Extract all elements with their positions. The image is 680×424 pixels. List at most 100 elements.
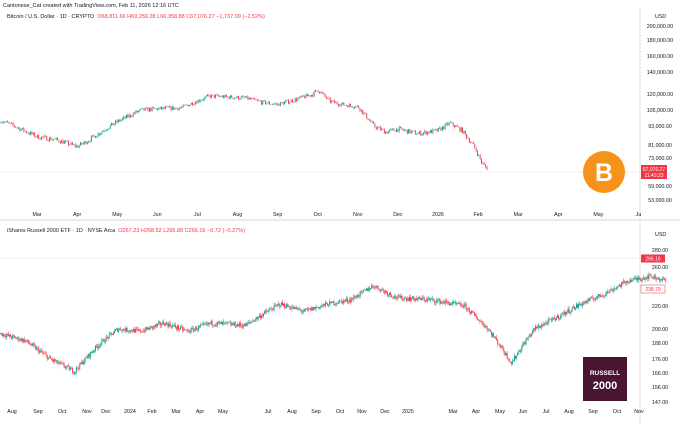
candle-body	[633, 277, 635, 279]
candle-body	[223, 95, 225, 98]
candle-body	[649, 274, 651, 276]
candle-body	[539, 325, 541, 328]
candle-body	[290, 99, 292, 103]
candle-body	[144, 330, 146, 332]
candle-body	[43, 353, 45, 354]
candle-body	[513, 360, 514, 362]
candle-body	[635, 277, 637, 280]
candle-body	[578, 303, 579, 308]
candle-body	[467, 138, 469, 139]
candle-body	[34, 344, 36, 346]
candle-body	[278, 303, 280, 307]
candle-body	[358, 296, 360, 297]
x-tick-label: Sep	[588, 409, 597, 415]
candle-body	[130, 329, 132, 332]
candle-body	[127, 114, 129, 118]
candle-body	[626, 281, 628, 284]
candle-body	[439, 299, 441, 304]
candle-body	[450, 303, 451, 306]
bar-countdown: 11:43:23	[644, 173, 663, 179]
candle-body	[7, 121, 9, 123]
candle-body	[267, 101, 269, 104]
candle-body	[614, 288, 616, 290]
candle-body	[185, 104, 187, 106]
candle-body	[300, 310, 302, 312]
candle-body	[64, 366, 66, 368]
candle-body	[217, 94, 219, 97]
candle-body	[394, 295, 396, 298]
candle-body	[250, 98, 252, 100]
candle-body	[409, 297, 410, 301]
candle-body	[49, 356, 51, 359]
candle-body	[486, 166, 488, 170]
candle-body	[232, 97, 234, 99]
candle-body	[363, 289, 365, 291]
candle-body	[423, 132, 424, 135]
candle-body	[192, 328, 194, 332]
candle-body	[173, 106, 175, 110]
x-tick-label: Oct	[613, 409, 622, 415]
iwm-pane[interactable]: 280.00 260.00 220.00 200.00 188.00 176.00 166.…	[0, 232, 668, 415]
candle-body	[439, 127, 441, 129]
candle-body	[209, 323, 211, 324]
candle-body	[593, 299, 595, 301]
candle-body	[580, 303, 582, 305]
candle-body	[283, 102, 285, 105]
candle-body	[26, 131, 28, 133]
candle-body	[417, 133, 419, 135]
btc-pane[interactable]: 200,000.00 180,000.00 160,000.00 140,000.00…	[0, 14, 673, 218]
candle-body	[161, 107, 163, 110]
iwm-change: −0.72 (−0.27%)	[207, 228, 245, 234]
candle-body	[97, 346, 99, 348]
candle-body	[534, 328, 535, 330]
candle-body	[569, 311, 571, 313]
candle-body	[194, 327, 196, 330]
candle-body	[436, 129, 438, 132]
candle-body	[111, 122, 113, 126]
candle-body	[343, 102, 345, 106]
candle-body	[406, 129, 408, 134]
candle-body	[487, 329, 489, 331]
btc-close: C67,076.27	[186, 14, 215, 20]
candle-body	[531, 330, 533, 334]
candle-body	[140, 329, 142, 333]
candle-body	[627, 281, 629, 283]
candle-body	[4, 336, 6, 338]
y-tick-label: 160,000.00	[647, 54, 674, 60]
candle-body	[196, 329, 198, 331]
candle-body	[133, 329, 135, 333]
candle-body	[377, 127, 379, 129]
btc-low: L66,358.88	[157, 14, 185, 20]
candle-body	[193, 329, 195, 332]
candle-body	[11, 336, 12, 339]
candle-body	[138, 329, 140, 331]
candle-body	[62, 363, 64, 364]
candle-body	[297, 98, 299, 101]
candle-body	[477, 318, 479, 321]
candle-body	[194, 102, 196, 105]
candle-body	[174, 324, 176, 328]
candle-body	[467, 308, 469, 309]
candle-body	[19, 127, 21, 131]
candle-body	[89, 352, 91, 358]
candle-body	[119, 328, 121, 330]
candle-body	[462, 306, 464, 308]
btc-open: O68,811.66	[97, 14, 126, 20]
candle-body	[216, 94, 218, 96]
candle-body	[67, 365, 69, 367]
candle-body	[286, 99, 288, 101]
candle-body	[207, 94, 208, 97]
candle-body	[373, 121, 374, 124]
candle-body	[334, 304, 336, 306]
candle-body	[325, 302, 326, 306]
candle-body	[67, 141, 69, 145]
candle-body	[24, 131, 26, 132]
candle-body	[333, 100, 335, 103]
candle-body	[591, 297, 593, 299]
candle-body	[620, 284, 621, 287]
candle-body	[22, 338, 24, 342]
candle-body	[276, 304, 278, 306]
candle-body	[348, 301, 350, 303]
candle-body	[391, 295, 393, 297]
